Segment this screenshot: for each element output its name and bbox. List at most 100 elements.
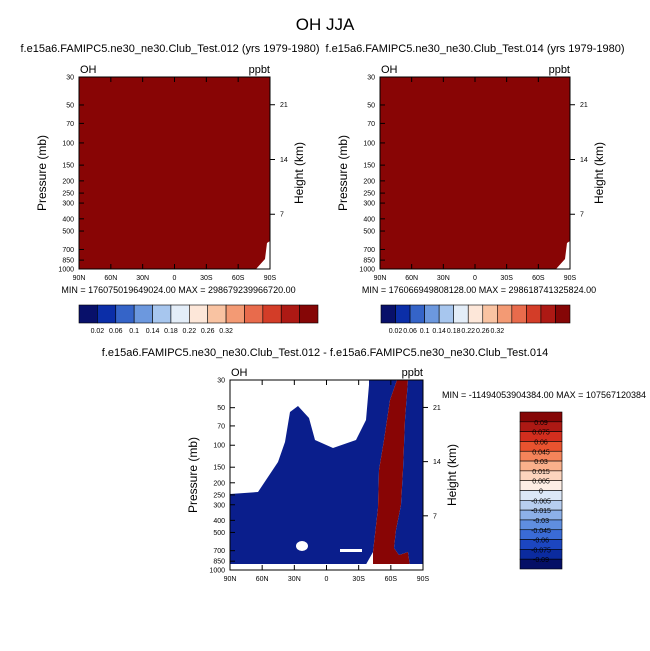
colorbar-label: 0.06 <box>403 328 417 335</box>
y-right-tick-label: 21 <box>433 405 441 412</box>
colorbar-label: -0.06 <box>533 538 549 545</box>
panel-difference: f.e15a6.FAMIPC5.ne30_ne30.Club_Test.012 … <box>102 347 646 583</box>
y-right-tick-label: 7 <box>433 513 437 520</box>
colorbar-label: 0.14 <box>432 328 446 335</box>
y-right-tick-label: 7 <box>580 212 584 219</box>
colorbar-box <box>526 304 542 324</box>
y-tick-label: 850 <box>62 258 74 265</box>
x-tick-label: 90N <box>374 275 387 282</box>
colorbar-box <box>262 304 282 324</box>
colorbar-label: -0.045 <box>531 528 551 535</box>
colorbar-box <box>519 558 563 570</box>
colorbar-label: -0.075 <box>531 547 551 554</box>
x-tick-label: 60S <box>385 576 398 583</box>
colorbar-box <box>380 304 396 324</box>
colorbar-box <box>511 304 527 324</box>
x-tick-label: 60N <box>104 275 117 282</box>
y-tick-label: 100 <box>62 140 74 147</box>
colorbar-label: 0.1 <box>129 328 139 335</box>
y-tick-label: 700 <box>62 247 74 254</box>
y-tick-label: 400 <box>213 518 225 525</box>
colorbar-label: 0.22 <box>461 328 475 335</box>
colorbar-box <box>115 304 135 324</box>
missing-data-strip <box>340 549 362 552</box>
x-tick-label: 60S <box>532 275 545 282</box>
colorbar-box <box>280 304 300 324</box>
y-tick-label: 70 <box>66 121 74 128</box>
colorbar-box <box>482 304 498 324</box>
colorbar-label: 0.22 <box>182 328 196 335</box>
x-tick-label: 90N <box>224 576 237 583</box>
colorbar-box <box>424 304 440 324</box>
colorbar-box <box>189 304 208 324</box>
y-tick-label: 200 <box>363 178 375 185</box>
y-axis-title-right: Height (km) <box>292 142 306 204</box>
colorbar-box <box>497 304 513 324</box>
x-tick-label: 30S <box>200 275 213 282</box>
missing-data-notch <box>556 241 570 269</box>
colorbar-label: 0.06 <box>109 328 123 335</box>
x-tick-label: 90S <box>417 576 430 583</box>
colorbar-label: -0.015 <box>531 508 551 515</box>
panel-title: f.e15a6.FAMIPC5.ne30_ne30.Club_Test.012 … <box>102 347 548 359</box>
y-tick-label: 200 <box>213 480 225 487</box>
y-tick-label: 1000 <box>209 568 225 575</box>
y-axis-title: Pressure (mb) <box>35 135 49 211</box>
y-tick-label: 50 <box>66 102 74 109</box>
colorbar-box <box>555 304 571 324</box>
y-tick-label: 850 <box>213 559 225 566</box>
y-tick-label: 70 <box>367 121 375 128</box>
colorbar-box <box>467 304 484 324</box>
y-right-tick-label: 14 <box>580 157 588 164</box>
colorbar-label: 0.14 <box>146 328 160 335</box>
colorbar-label: 0.075 <box>532 430 550 437</box>
missing-data-notch <box>256 241 270 269</box>
colorbar-label: -0.005 <box>531 498 551 505</box>
colorbar-label: -0.03 <box>533 518 549 525</box>
colorbar-box <box>540 304 556 324</box>
y-right-tick-label: 14 <box>280 157 288 164</box>
variable-label: OH <box>80 64 97 76</box>
y-right-tick-label: 14 <box>433 459 441 466</box>
y-tick-label: 500 <box>213 530 225 537</box>
colorbar-label: 0.18 <box>164 328 178 335</box>
panel-title: f.e15a6.FAMIPC5.ne30_ne30.Club_Test.012 … <box>20 43 319 55</box>
units-label: ppbt <box>402 367 423 379</box>
x-tick-label: 30S <box>500 275 513 282</box>
main-title: OH JJA <box>296 15 355 34</box>
x-tick-label: 30N <box>136 275 149 282</box>
x-tick-label: 0 <box>325 576 329 583</box>
x-tick-label: 30S <box>352 576 365 583</box>
colorbar-label: 0.09 <box>534 420 548 427</box>
colorbar-box <box>170 304 190 324</box>
y-right-tick-label: 21 <box>280 102 288 109</box>
y-tick-label: 1000 <box>359 267 375 274</box>
missing-data-spot <box>296 541 308 551</box>
positive-region <box>373 380 410 566</box>
y-tick-label: 150 <box>62 163 74 170</box>
colorbar-box <box>453 304 469 324</box>
y-tick-label: 30 <box>66 75 74 82</box>
y-axis-title: Pressure (mb) <box>336 135 350 211</box>
colorbar-box <box>244 304 264 324</box>
y-tick-label: 250 <box>62 191 74 198</box>
x-tick-label: 30N <box>288 576 301 583</box>
colorbar-label: 0.32 <box>219 328 233 335</box>
colorbar-box <box>409 304 425 324</box>
y-tick-label: 700 <box>213 548 225 555</box>
colorbar-label: -0.09 <box>533 557 549 564</box>
y-tick-label: 150 <box>213 465 225 472</box>
x-tick-label: 0 <box>473 275 477 282</box>
y-tick-label: 70 <box>217 423 225 430</box>
y-tick-label: 700 <box>363 247 375 254</box>
y-tick-label: 250 <box>363 191 375 198</box>
colorbar-label: 0.02 <box>91 328 105 335</box>
colorbar-label: 0.1 <box>420 328 430 335</box>
colorbar-label: 0.045 <box>532 449 550 456</box>
y-tick-label: 50 <box>217 405 225 412</box>
y-tick-label: 250 <box>213 492 225 499</box>
panel-test-014: f.e15a6.FAMIPC5.ne30_ne30.Club_Test.014 … <box>325 43 624 335</box>
y-tick-label: 100 <box>213 443 225 450</box>
colorbar-label: 0.06 <box>534 439 548 446</box>
